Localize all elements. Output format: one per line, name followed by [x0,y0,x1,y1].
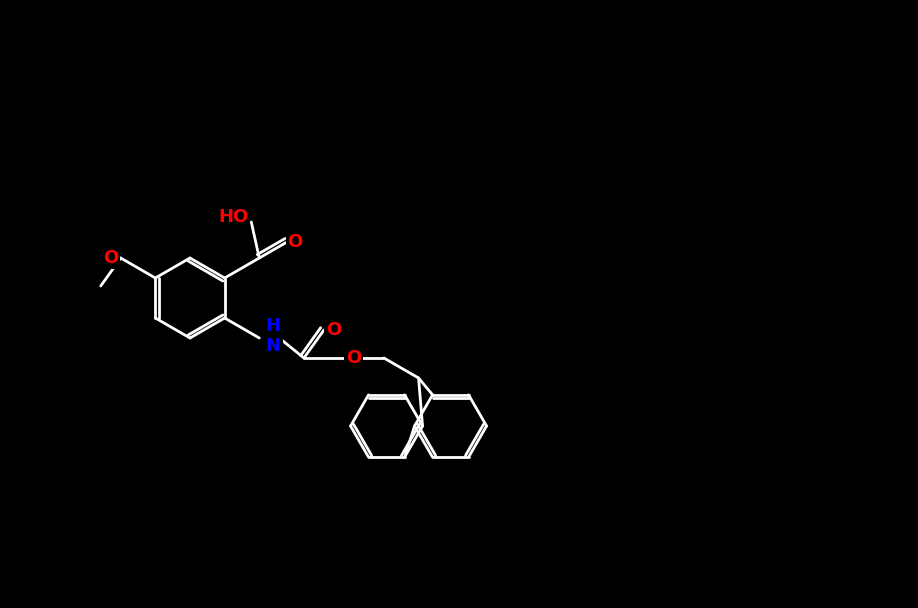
Text: O: O [346,349,362,367]
Text: HO: HO [218,208,249,226]
Text: O: O [287,233,303,251]
Text: O: O [103,249,118,267]
Text: H
N: H N [266,317,281,356]
Text: O: O [326,321,341,339]
